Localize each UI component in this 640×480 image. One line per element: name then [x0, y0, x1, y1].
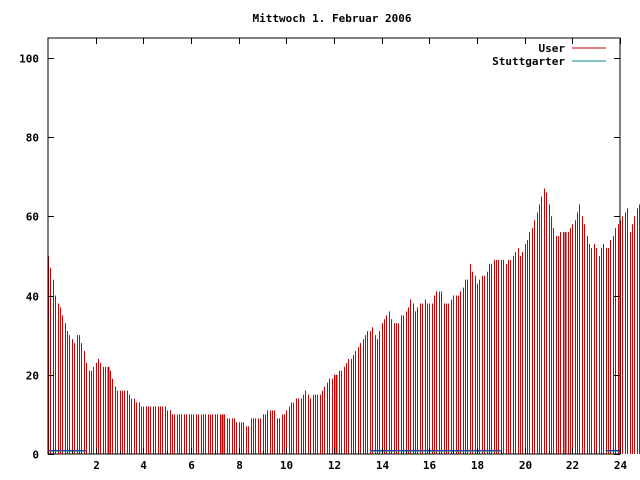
x-tick-label: 24	[614, 459, 628, 472]
x-tick-label: 18	[471, 459, 484, 472]
y-tick-label: 20	[26, 370, 39, 383]
x-tick-label: 2	[93, 459, 100, 472]
plot-area	[48, 188, 640, 454]
x-tick-label: 8	[236, 459, 243, 472]
x-tick-label: 4	[140, 459, 147, 472]
x-tick-label: 6	[188, 459, 195, 472]
y-tick-label: 100	[19, 53, 39, 66]
y-tick-label: 60	[26, 211, 39, 224]
x-tick-label: 14	[376, 459, 390, 472]
y-tick-label: 0	[32, 449, 39, 462]
y-tick-label: 80	[26, 132, 39, 145]
y-tick-label: 40	[26, 291, 39, 304]
x-tick-label: 16	[423, 459, 437, 472]
legend: User Stuttgarter	[492, 42, 606, 68]
x-tick-label: 12	[328, 459, 341, 472]
y-axis: 0 20 40 60 80 100	[19, 53, 620, 462]
x-tick-label: 20	[519, 459, 532, 472]
x-tick-label: 22	[566, 459, 579, 472]
legend-label-user: User	[539, 42, 566, 55]
chart-title: Mittwoch 1. Februar 2006	[253, 12, 412, 25]
legend-label-stuttgarter: Stuttgarter	[492, 55, 565, 68]
x-tick-label: 10	[280, 459, 293, 472]
x-axis: 2 4 6 8 10 12 14 16 18 20 22 24	[72, 38, 628, 472]
